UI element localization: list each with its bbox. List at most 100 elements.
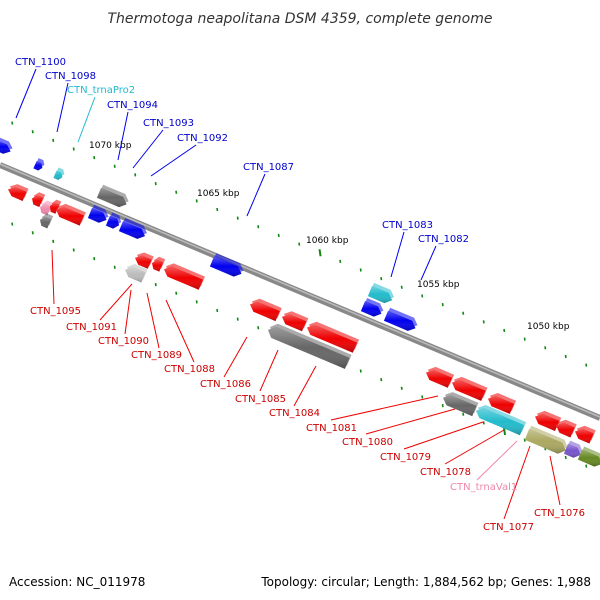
gene-label-ctn-1089[interactable]: CTN_1089 bbox=[131, 350, 182, 361]
gene-ctn-1080 bbox=[443, 392, 479, 417]
gene-label-ctn-1084[interactable]: CTN_1084 bbox=[269, 408, 320, 419]
gene-ctn-1078 bbox=[575, 425, 596, 444]
gene-label-ctn-1081[interactable]: CTN_1081 bbox=[306, 423, 357, 434]
scale-tick bbox=[318, 249, 322, 257]
gene-label-ctn-1079[interactable]: CTN_1079 bbox=[380, 452, 431, 463]
gene-ctn-1095-pink-shade bbox=[40, 203, 52, 216]
gene-label-ctn-trnaval1[interactable]: CTN_trnaVal1 bbox=[450, 482, 517, 493]
leader-line bbox=[246, 173, 266, 217]
gene-ctn-1079 bbox=[476, 405, 527, 436]
gene-label-ctn-1085[interactable]: CTN_1085 bbox=[235, 394, 286, 405]
map-title: Thermotoga neapolitana DSM 4359, complet… bbox=[108, 11, 493, 27]
scale-label-1060: 1060 kbp bbox=[306, 236, 349, 246]
gene-ctn-1093-shade bbox=[105, 215, 120, 229]
gene-labels-top: CTN_1100 CTN_1098 CTN_trnaPro2 CTN_1094 … bbox=[15, 57, 469, 245]
gene-ctn-1095b-shade bbox=[50, 202, 60, 214]
gene-label-ctn-1098[interactable]: CTN_1098 bbox=[45, 71, 96, 82]
gene-ctn-trnapro2 bbox=[53, 167, 65, 180]
gene-ctn-1098-shade bbox=[33, 161, 43, 171]
gene-ctn-1093 bbox=[105, 212, 122, 229]
leader-line bbox=[330, 395, 439, 421]
gene-label-ctn-1100[interactable]: CTN_1100 bbox=[15, 57, 66, 68]
leader-line bbox=[51, 249, 55, 305]
gene-ctn-1089-shade bbox=[152, 259, 164, 272]
gene-ctn-1081b-shade bbox=[452, 379, 486, 401]
leader-line bbox=[56, 82, 69, 133]
leader-line bbox=[146, 292, 160, 349]
gene-ctn-1081a-shade bbox=[426, 369, 453, 388]
gene-label-ctn-1093[interactable]: CTN_1093 bbox=[143, 118, 194, 129]
gene-ctn-1100-shade bbox=[0, 141, 11, 154]
scale-label-1050: 1050 kbp bbox=[527, 322, 570, 332]
gene-ctn-1091a bbox=[56, 203, 86, 226]
gene-ctn-1077-olive-shade bbox=[524, 428, 566, 454]
gene-label-ctn-1088[interactable]: CTN_1088 bbox=[164, 364, 215, 375]
gene-ctn-1081 bbox=[488, 393, 517, 414]
scale-label-1055: 1055 kbp bbox=[417, 280, 460, 290]
leader-line bbox=[420, 245, 437, 281]
gene-ctn-1086 bbox=[250, 298, 282, 322]
gene-ctn-1081a bbox=[426, 366, 455, 388]
gene-ctn-1080-shade bbox=[443, 395, 477, 417]
gene-ctn-1077-olive bbox=[524, 425, 568, 454]
gene-ctn-1095 bbox=[32, 192, 46, 207]
gene-label-ctn-1083[interactable]: CTN_1083 bbox=[382, 220, 433, 231]
gene-label-ctn-1080[interactable]: CTN_1080 bbox=[342, 437, 393, 448]
gene-ctn-1087-shade bbox=[209, 256, 242, 277]
gene-ctn-1083 bbox=[367, 282, 395, 304]
gene-label-ctn-trnapro2[interactable]: CTN_trnaPro2 bbox=[67, 85, 135, 96]
gene-ctn-1088 bbox=[164, 263, 205, 290]
gene-label-ctn-1094[interactable]: CTN_1094 bbox=[107, 100, 158, 111]
gene-ctn-1092-shade bbox=[118, 221, 145, 239]
leader-line bbox=[132, 129, 164, 169]
gene-label-ctn-1086[interactable]: CTN_1086 bbox=[200, 379, 251, 390]
gene-label-ctn-1095[interactable]: CTN_1095 bbox=[30, 306, 81, 317]
gene-ctn-1076 bbox=[577, 446, 600, 467]
gene-labels-bottom: CTN_1095 CTN_1091 CTN_1090 CTN_1089 CTN_… bbox=[30, 306, 585, 533]
gene-ctn-1089 bbox=[152, 256, 166, 272]
gene-ctn-1081b bbox=[452, 376, 488, 401]
gene-ctn-1088-shade bbox=[164, 266, 203, 290]
scale-labels: 1070 kbp 1065 kbp 1060 kbp 1055 kbp 1050… bbox=[89, 141, 570, 332]
gene-ctn-1094-grey-shade bbox=[96, 187, 127, 208]
leader-line bbox=[77, 96, 96, 143]
leader-line bbox=[549, 455, 561, 506]
gene-ctn-1095b bbox=[50, 199, 62, 214]
gene-ctn-1094-shade bbox=[87, 207, 107, 223]
scale-tick bbox=[503, 427, 507, 436]
gene-ctn-1085-shade bbox=[282, 314, 307, 332]
leader-line bbox=[476, 440, 518, 481]
gene-label-ctn-1076[interactable]: CTN_1076 bbox=[534, 508, 585, 519]
gene-label-ctn-1092[interactable]: CTN_1092 bbox=[177, 133, 228, 144]
gene-ctn-1087 bbox=[209, 253, 244, 277]
gene-ctn-1085 bbox=[282, 311, 309, 332]
gene-ctn-1076-shade bbox=[577, 449, 600, 467]
gene-ctn-1078a bbox=[535, 410, 562, 431]
gene-label-ctn-1091[interactable]: CTN_1091 bbox=[66, 322, 117, 333]
gene-label-ctn-1090[interactable]: CTN_1090 bbox=[98, 336, 149, 347]
gene-ctn-1091 bbox=[125, 264, 148, 283]
gene-ctn-1090 bbox=[135, 252, 154, 269]
gene-ctn-1077-purple bbox=[563, 440, 583, 458]
gene-label-ctn-1082[interactable]: CTN_1082 bbox=[418, 234, 469, 245]
leader-line bbox=[444, 429, 505, 465]
gene-ctn-1086-shade bbox=[250, 301, 280, 322]
gene-ctn-1078b-shade bbox=[556, 422, 575, 438]
label-leader-lines bbox=[15, 68, 561, 520]
gene-ctn-1091-grey-shade bbox=[40, 216, 52, 229]
gene-ctn-1078a-shade bbox=[535, 413, 560, 431]
gene-label-ctn-1078[interactable]: CTN_1078 bbox=[420, 467, 471, 478]
leader-line bbox=[503, 445, 531, 520]
leader-line bbox=[15, 68, 37, 119]
scale-ticks-outer bbox=[11, 121, 588, 367]
gene-ctn-1090-shade bbox=[135, 255, 152, 269]
gene-ctn-1084 bbox=[307, 321, 360, 353]
leader-line bbox=[390, 231, 405, 278]
scale-label-1070: 1070 kbp bbox=[89, 141, 132, 151]
gene-label-ctn-1077[interactable]: CTN_1077 bbox=[483, 522, 534, 533]
leader-line bbox=[117, 111, 129, 161]
gene-ctn-1082a-shade bbox=[360, 301, 382, 317]
gene-label-ctn-1087[interactable]: CTN_1087 bbox=[243, 162, 294, 173]
leader-line bbox=[223, 336, 248, 378]
